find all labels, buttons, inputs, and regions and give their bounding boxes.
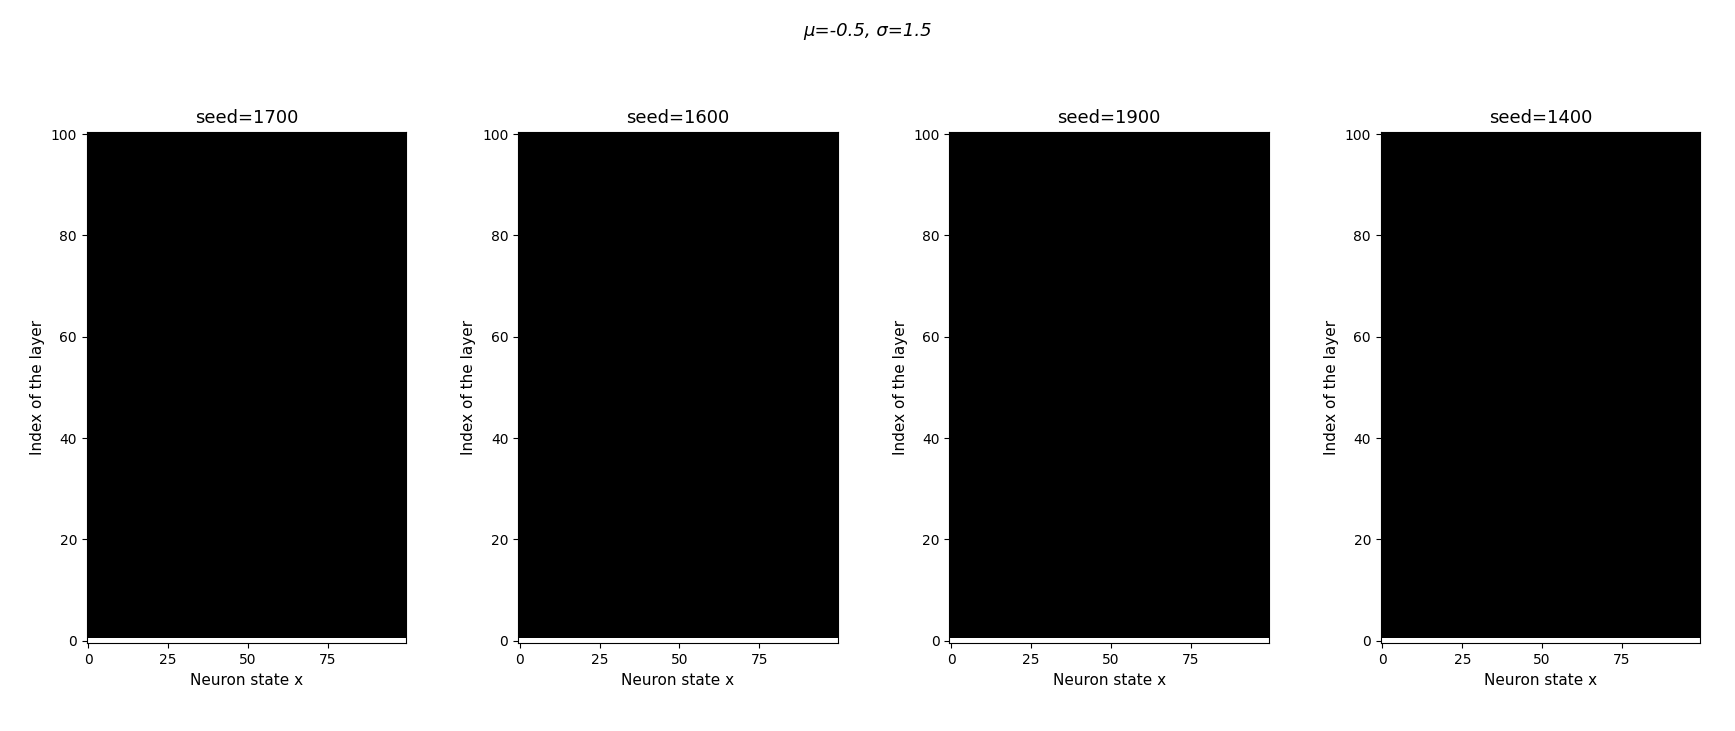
Title: seed=1700: seed=1700 bbox=[194, 109, 298, 127]
Title: seed=1900: seed=1900 bbox=[1058, 109, 1161, 127]
X-axis label: Neuron state x: Neuron state x bbox=[189, 673, 304, 688]
Title: seed=1400: seed=1400 bbox=[1489, 109, 1593, 127]
X-axis label: Neuron state x: Neuron state x bbox=[1053, 673, 1166, 688]
X-axis label: Neuron state x: Neuron state x bbox=[1483, 673, 1598, 688]
Text: μ=-0.5, σ=1.5: μ=-0.5, σ=1.5 bbox=[803, 22, 932, 40]
Y-axis label: Index of the layer: Index of the layer bbox=[1324, 320, 1339, 455]
Y-axis label: Index of the layer: Index of the layer bbox=[894, 320, 907, 455]
Y-axis label: Index of the layer: Index of the layer bbox=[462, 320, 477, 455]
X-axis label: Neuron state x: Neuron state x bbox=[621, 673, 734, 688]
Y-axis label: Index of the layer: Index of the layer bbox=[29, 320, 45, 455]
Title: seed=1600: seed=1600 bbox=[626, 109, 729, 127]
